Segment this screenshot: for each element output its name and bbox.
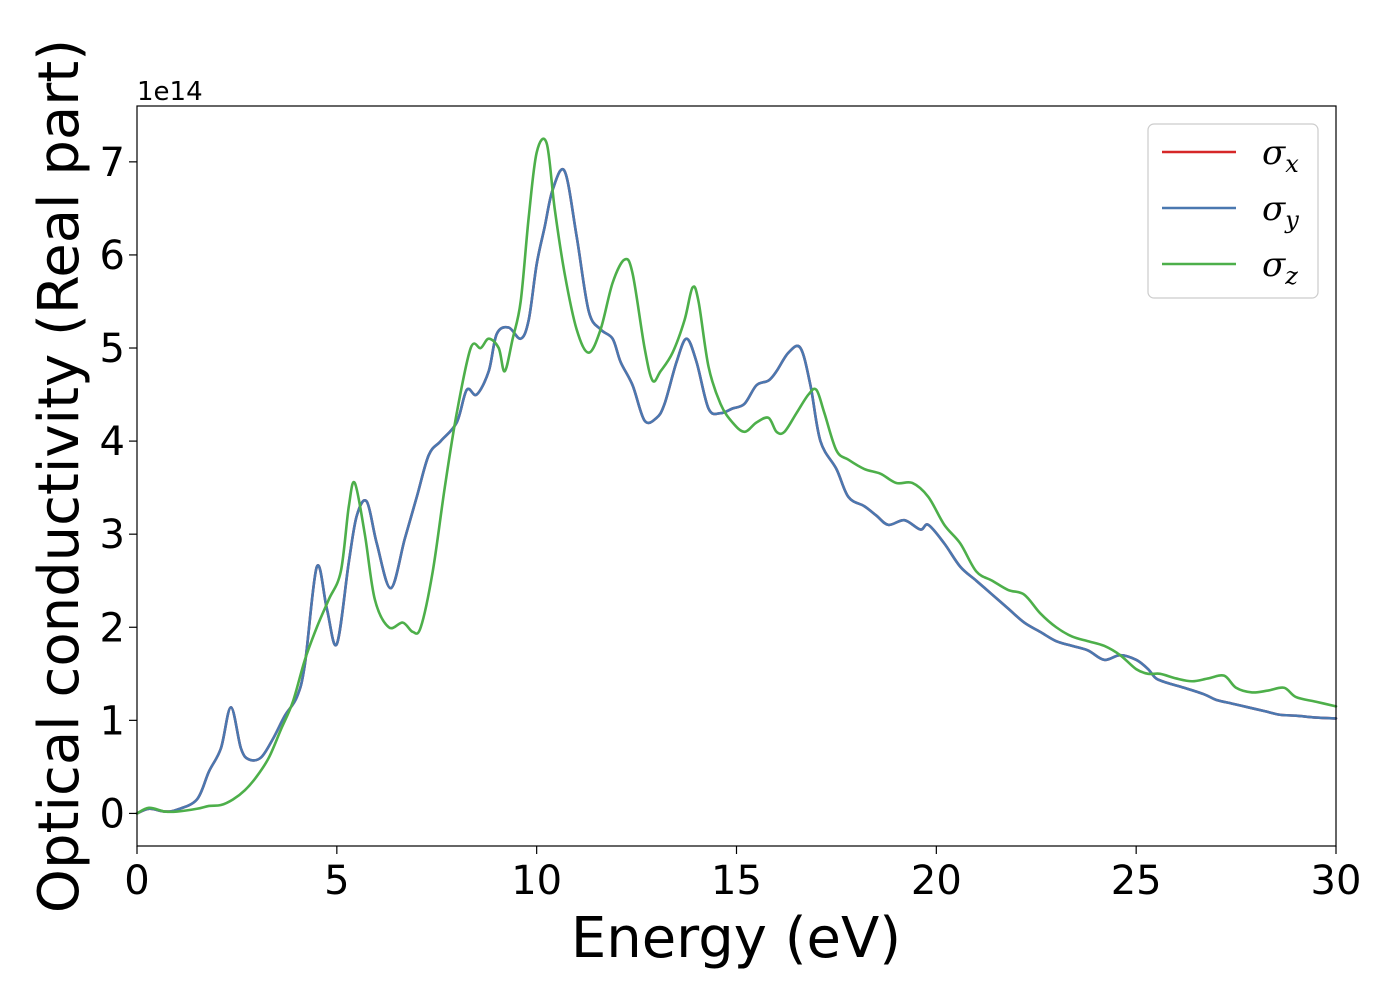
y-tick-label: 2 (100, 605, 125, 651)
x-tick-label: 30 (1311, 858, 1362, 904)
legend: σx σy σz (1147, 123, 1319, 299)
y-tick-label: 3 (100, 512, 125, 558)
y-offset-label: 1e14 (137, 77, 203, 107)
x-tick-label: 0 (124, 858, 149, 904)
y-tick-label: 5 (100, 326, 125, 372)
x-tick-label: 25 (1111, 858, 1162, 904)
x-axis-label: Energy (eV) (571, 906, 901, 971)
legend-box (1147, 123, 1319, 299)
y-tick-label: 4 (100, 419, 125, 465)
series-layer (135, 137, 1338, 815)
series-line-sigma-y (135, 168, 1338, 815)
y-tick-label: 6 (100, 233, 125, 279)
y-tick-label: 0 (100, 791, 125, 837)
y-tick-label: 7 (100, 140, 125, 186)
legend-label-sigma-y: σy (1262, 189, 1299, 234)
x-tick-label: 15 (711, 858, 762, 904)
series-line-sigma-z (135, 137, 1338, 815)
legend-label-sigma-x: σx (1262, 133, 1299, 178)
x-axis: 0 5 10 15 20 25 30 (124, 846, 1361, 904)
x-tick-label: 10 (511, 858, 562, 904)
legend-label-sigma-z: σz (1262, 245, 1298, 290)
y-axis-label: Optical conductivity (Real part) (27, 39, 92, 913)
x-tick-label: 20 (911, 858, 962, 904)
y-tick-label: 1 (100, 698, 125, 744)
plot-background (137, 106, 1336, 846)
y-axis: 0 1 2 3 4 5 6 7 (100, 140, 137, 837)
x-tick-label: 5 (324, 858, 349, 904)
